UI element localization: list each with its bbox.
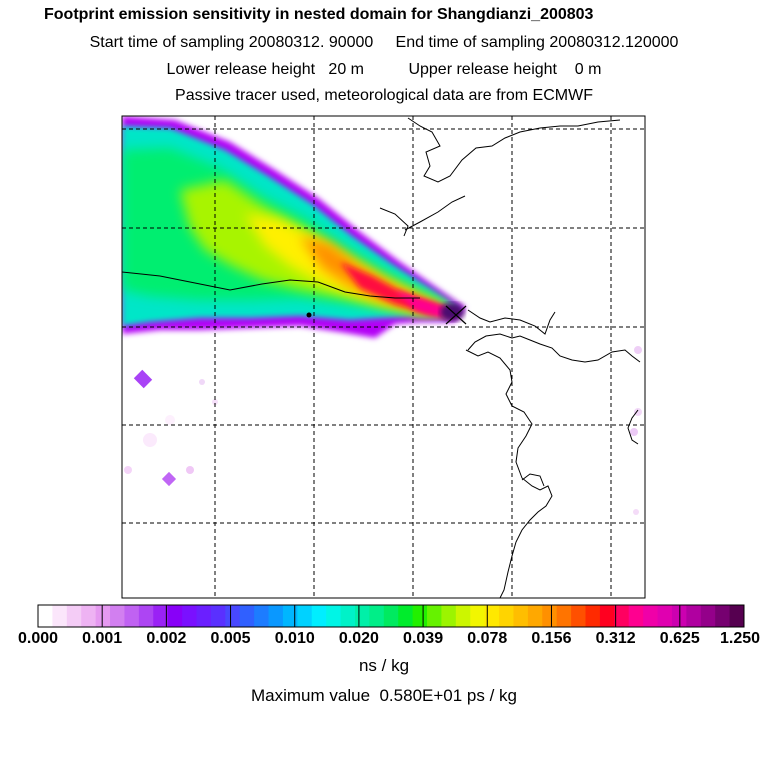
legend-swatch	[225, 605, 241, 627]
legend-swatch	[167, 605, 183, 627]
map-frame	[121, 115, 646, 599]
legend-swatch	[326, 605, 342, 627]
legend-swatch	[412, 605, 428, 627]
legend-tick-label: 0.039	[403, 630, 444, 647]
legend-tick-label: 0.078	[467, 630, 508, 647]
legend-swatch	[427, 605, 442, 627]
legend-swatch	[455, 605, 471, 627]
lat-lon-grid	[122, 116, 645, 598]
legend-swatch	[95, 605, 111, 627]
legend-swatch	[311, 605, 327, 627]
legend-swatch	[210, 605, 226, 627]
legend-tick-label: 0.312	[595, 630, 636, 647]
legend-swatch	[81, 605, 97, 627]
legend-tick-label: 0.001	[82, 630, 123, 647]
legend-swatch	[585, 605, 601, 627]
legend-swatch	[499, 605, 514, 627]
legend-swatch	[196, 605, 212, 627]
legend-tick-label: 0.000	[17, 630, 59, 647]
legend-swatch	[556, 605, 572, 627]
legend-swatch	[614, 605, 630, 627]
legend-swatch	[700, 605, 716, 627]
legend-swatch	[484, 605, 500, 627]
legend-tick-label: 0.156	[531, 630, 572, 647]
legend-swatch	[138, 605, 154, 627]
legend-swatch	[110, 605, 125, 627]
station-marker-icon	[445, 305, 467, 325]
legend-swatch	[124, 605, 140, 627]
legend-tick-label: 1.250	[719, 630, 761, 647]
coastlines-and-borders	[122, 117, 641, 598]
legend-swatch	[268, 605, 284, 627]
legend-swatch	[354, 605, 370, 627]
legend-swatch	[239, 605, 255, 627]
plume-red-band	[340, 262, 456, 314]
legend-tick-label: 0.010	[274, 630, 315, 647]
legend-swatch	[182, 605, 197, 627]
legend-swatch	[599, 605, 615, 627]
legend-tick-label: 0.002	[146, 630, 187, 647]
legend-swatch	[38, 605, 53, 627]
legend-swatch	[340, 605, 356, 627]
legend-swatch	[657, 605, 673, 627]
legend-swatch	[628, 605, 644, 627]
legend-tick-label: 0.005	[210, 630, 251, 647]
legend-swatch	[643, 605, 659, 627]
legend-swatch	[513, 605, 529, 627]
release-height-line: Lower release height 20 m Upper release …	[166, 61, 602, 78]
legend-swatch	[282, 605, 298, 627]
legend-swatch	[441, 605, 457, 627]
legend-swatch	[398, 605, 414, 627]
sensitivity-speckles	[124, 346, 642, 515]
legend-swatch	[52, 605, 68, 627]
legend-swatch	[297, 605, 313, 627]
legend-unit: ns / kg	[358, 656, 410, 675]
legend-tick-label: 0.625	[659, 630, 700, 647]
plume-orange-band	[300, 236, 455, 313]
legend-swatch	[686, 605, 702, 627]
legend-swatch	[715, 605, 731, 627]
legend-swatch	[470, 605, 486, 627]
legend-swatch	[542, 605, 558, 627]
color-legend-bar	[37, 604, 745, 628]
legend-frame	[37, 604, 745, 628]
legend-tick-label: 0.020	[338, 630, 379, 647]
page-title: Footprint emission sensitivity in nested…	[44, 6, 594, 23]
legend-swatch	[369, 605, 385, 627]
maximum-value-text: Maximum value 0.580E+01 ps / kg	[251, 686, 517, 705]
release-point-dot	[306, 312, 312, 318]
legend-swatch	[729, 605, 745, 627]
tracer-info-line: Passive tracer used, meteorological data…	[175, 87, 593, 104]
legend-swatch	[254, 605, 270, 627]
legend-swatch	[153, 605, 169, 627]
legend-swatch	[571, 605, 587, 627]
legend-swatch	[383, 605, 399, 627]
legend-swatch	[527, 605, 543, 627]
legend-swatch	[66, 605, 82, 627]
sampling-time-line: Start time of sampling 20080312. 90000 E…	[89, 34, 679, 51]
plume-layer	[122, 116, 642, 515]
